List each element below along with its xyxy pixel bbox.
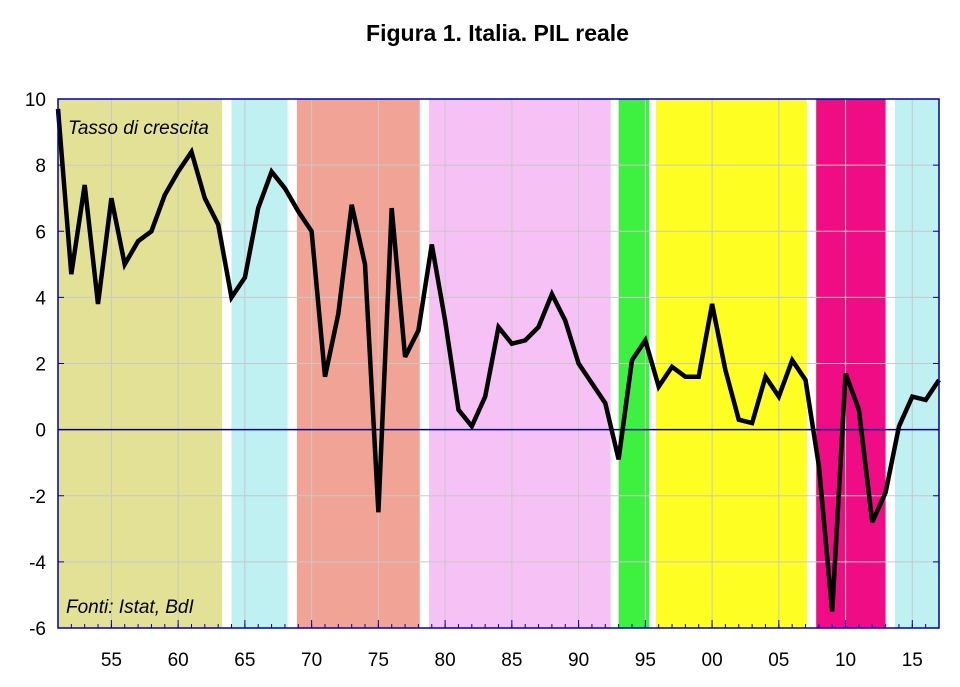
x-tick-label: 70 <box>301 650 322 671</box>
annotation-growth-rate: Tasso di crescita <box>68 118 209 139</box>
y-tick-label: -6 <box>29 619 46 640</box>
x-tick-label: 80 <box>435 650 456 671</box>
x-tick-label: 00 <box>702 650 723 671</box>
x-tick-label: 75 <box>368 650 389 671</box>
x-tick-label: 60 <box>168 650 189 671</box>
annotation-source: Fonti: Istat, BdI <box>66 597 194 618</box>
series-line <box>55 108 941 612</box>
x-tick-label: 95 <box>635 650 656 671</box>
gridlines <box>58 98 939 629</box>
x-tick-label: 85 <box>501 650 522 671</box>
y-tick-label: 2 <box>35 355 46 376</box>
y-tick-label: -2 <box>29 487 46 508</box>
x-tick-label: 15 <box>902 650 923 671</box>
y-tick-label: 8 <box>35 156 46 177</box>
y-tick-label: 4 <box>35 288 46 309</box>
x-axis-labels: 55 60 65 70 75 80 85 90 95 00 05 10 15 <box>101 650 923 671</box>
x-tick-label: 05 <box>768 650 789 671</box>
chart-title: Figura 1. Italia. PIL reale <box>366 20 629 46</box>
x-tick-label: 90 <box>568 650 589 671</box>
y-tick-label: 6 <box>35 222 46 243</box>
y-tick-label: 0 <box>35 421 46 442</box>
y-axis-labels: 10 8 6 4 2 0 -2 -4 -6 <box>25 90 47 640</box>
y-tick-label: 10 <box>25 90 46 111</box>
plot-frame <box>57 98 940 629</box>
x-tick-label: 55 <box>101 650 122 671</box>
x-tick-label: 10 <box>835 650 856 671</box>
y-tick-label: -4 <box>29 553 46 574</box>
x-tick-label: 65 <box>234 650 255 671</box>
